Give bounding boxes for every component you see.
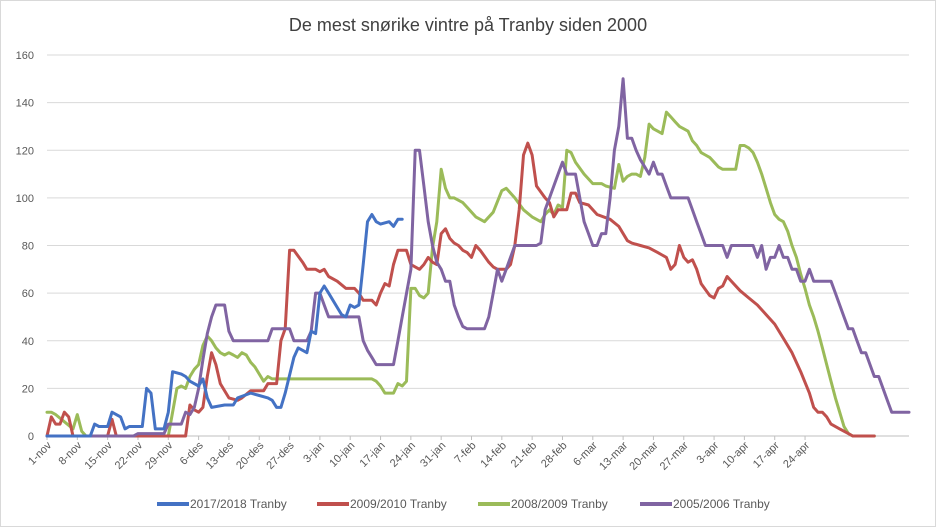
- legend-label: 2009/2010 Tranby: [350, 497, 447, 511]
- x-tick-label: 29-nov: [143, 439, 176, 472]
- legend-label: 2017/2018 Tranby: [190, 497, 287, 511]
- x-tick-label: 14-feb: [478, 440, 509, 471]
- x-tick-label: 13-mar: [597, 439, 630, 472]
- y-tick-label: 0: [28, 431, 34, 443]
- y-tick-label: 160: [16, 50, 34, 62]
- series-line-2017-2018: [45, 213, 404, 438]
- x-tick-label: 7-feb: [452, 440, 478, 466]
- y-tick-label: 40: [22, 336, 34, 348]
- x-tick-label: 17-jan: [358, 440, 388, 470]
- x-tick-label: 13-des: [204, 439, 237, 472]
- y-tick-label: 140: [16, 98, 34, 110]
- legend-item: 2009/2010 Tranby: [317, 497, 447, 511]
- legend: 2017/2018 Tranby 2009/2010 Tranby 2008/200…: [157, 497, 770, 511]
- y-tick-label: 20: [22, 383, 34, 395]
- series-lines: [45, 77, 911, 438]
- x-tick-label: 10-jan: [327, 440, 357, 470]
- series-line-2005-2006: [45, 77, 911, 438]
- x-tick-label: 31-jan: [418, 440, 448, 470]
- x-tick-label: 20-mar: [627, 439, 660, 472]
- x-tick-label: 27-des: [264, 439, 297, 472]
- x-tick-label: 3-jan: [301, 440, 327, 466]
- x-tick-label: 20-des: [234, 439, 267, 472]
- x-tick-label: 21-feb: [509, 440, 540, 471]
- x-tick-label: 10-apr: [721, 439, 752, 470]
- x-tick-label: 8-nov: [56, 439, 84, 467]
- y-tick-label: 120: [16, 145, 34, 157]
- x-tick-label: 15-nov: [82, 439, 115, 472]
- gridlines: [47, 54, 909, 437]
- x-tick-label: 17-apr: [751, 439, 782, 470]
- y-tick-label: 60: [22, 288, 34, 300]
- y-axis-labels: 0 20 40 60 80 100 120 140 160: [16, 50, 34, 443]
- legend-item: 2005/2006 Tranby: [640, 497, 770, 511]
- legend-item: 2017/2018 Tranby: [157, 497, 287, 511]
- x-tick-label: 6-mar: [571, 439, 600, 468]
- x-tick-label: 27-mar: [658, 439, 691, 472]
- x-tick-label: 24-apr: [781, 439, 812, 470]
- x-tick-label: 6-des: [178, 439, 206, 467]
- chart-title: De mest snørike vintre på Tranby siden 2…: [289, 15, 647, 35]
- y-tick-label: 80: [22, 241, 34, 253]
- x-tick-label: 3-apr: [695, 439, 722, 466]
- x-tick-label: 24-jan: [388, 440, 418, 470]
- x-tick-label: 28-feb: [539, 440, 570, 471]
- x-tick-label: 1-nov: [26, 439, 54, 467]
- y-tick-label: 100: [16, 193, 34, 205]
- legend-label: 2008/2009 Tranby: [511, 497, 608, 511]
- legend-label: 2005/2006 Tranby: [673, 497, 770, 511]
- x-tick-label: 22-nov: [113, 439, 146, 472]
- legend-item: 2008/2009 Tranby: [478, 497, 608, 511]
